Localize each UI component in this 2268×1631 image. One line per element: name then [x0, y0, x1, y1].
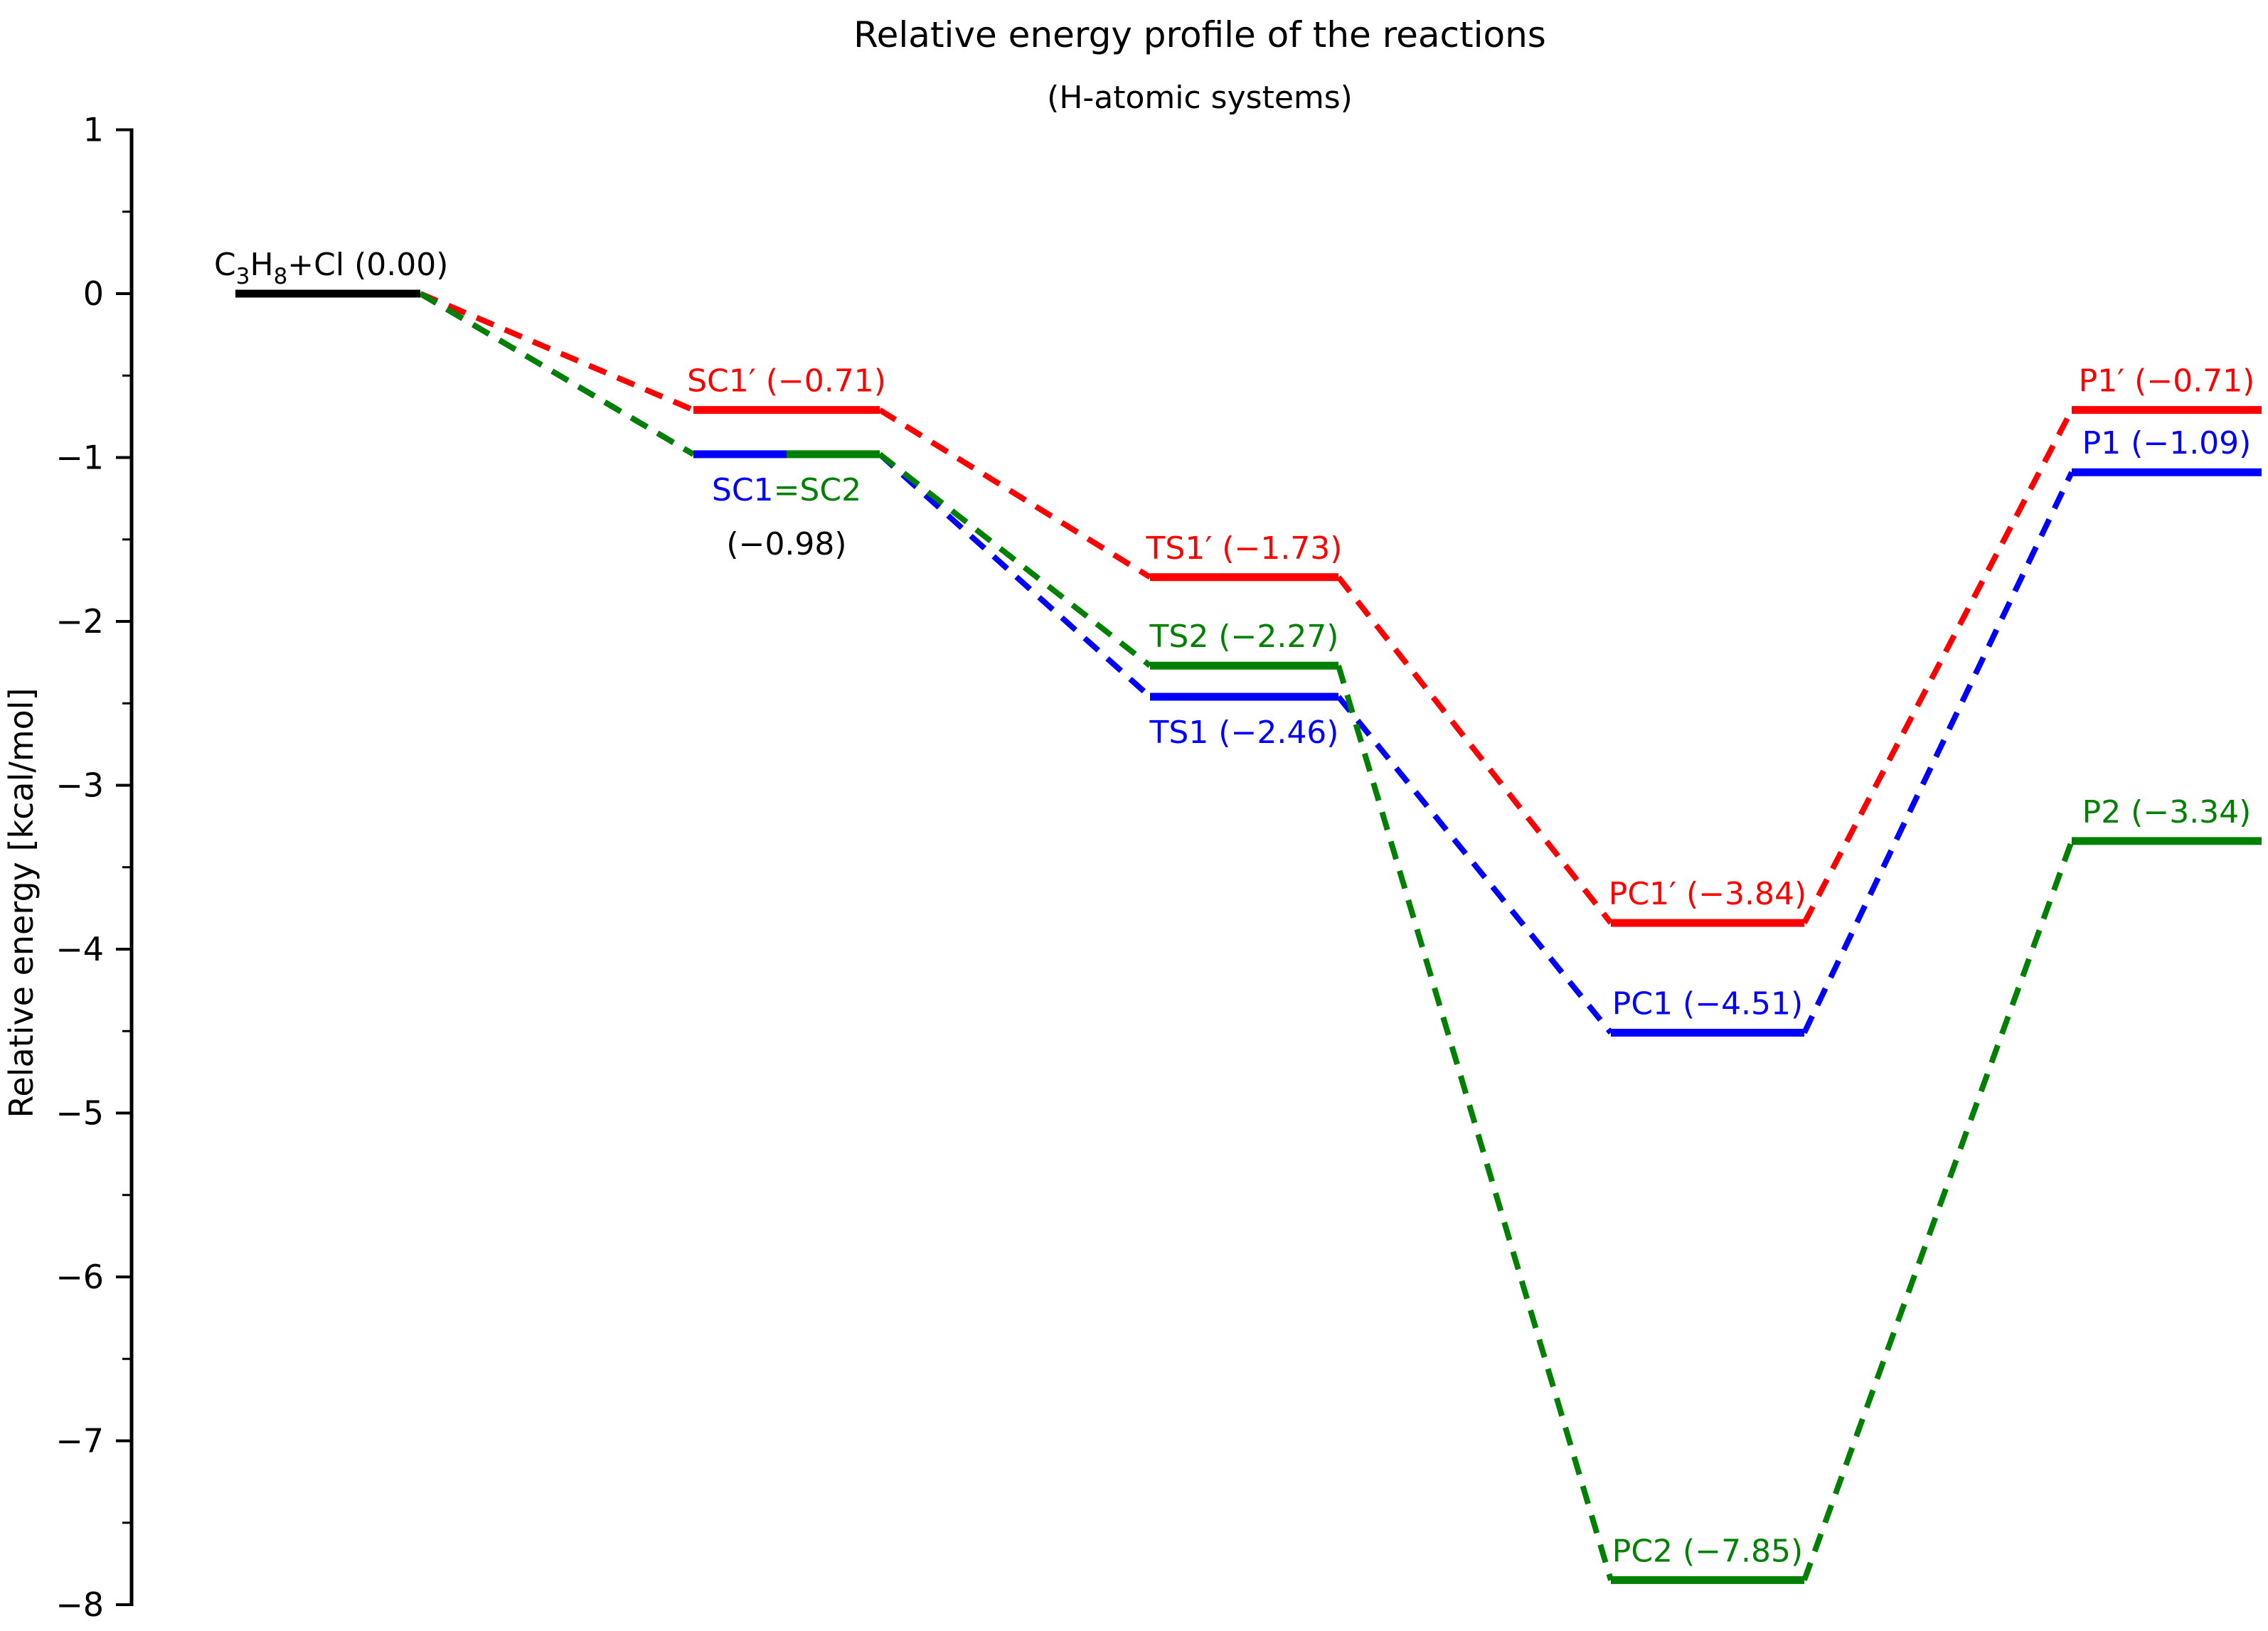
level-label-R: C3H8+Cl (0.00): [214, 247, 448, 289]
y-tick-label-1: 1: [83, 111, 104, 149]
level-label-TS2: TS2 (−2.27): [1149, 619, 1339, 655]
y-axis: 1 0 −1 −2 −3 −4 −5 −6 −7 −8: [55, 111, 134, 1624]
y-tick-label--8: −8: [55, 1585, 104, 1624]
chart-subtitle: (H-atomic systems): [1047, 80, 1353, 116]
level-label-PC2: PC2 (−7.85): [1612, 1533, 1803, 1569]
level-label-TS1: TS1 (−2.46): [1149, 715, 1339, 751]
level-label-SC12: SC1=SC2: [712, 472, 861, 508]
connector-pathway-1-3: [1801, 471, 2075, 1034]
level-label-PC1p: PC1′ (−3.84): [1609, 876, 1806, 912]
y-tick-label--7: −7: [55, 1422, 104, 1460]
connector-pathway-1-prime-2: [1336, 575, 1614, 925]
level-label-P1: P1 (−1.09): [2082, 425, 2252, 461]
level-label-PC1: PC1 (−4.51): [1612, 986, 1803, 1022]
connector-pathway-1-prime-1: [878, 407, 1152, 580]
level-sublabel-SC12: (−0.98): [726, 526, 846, 562]
y-tick-label--6: −6: [55, 1258, 104, 1296]
connector-pathway-2-2: [1336, 665, 1614, 1581]
connector-pathway-1-prime-3: [1801, 408, 2075, 924]
connector-pathway-2-1: [878, 451, 1152, 668]
energy-levels: [235, 289, 2262, 1584]
y-tick-label--3: −3: [55, 766, 104, 805]
chart-title: Relative energy profile of the reactions: [853, 14, 1546, 55]
connector-pathway-1-prime-0: [419, 291, 695, 413]
level-label-P1p: P1′ (−0.71): [2079, 363, 2255, 400]
level-label-TS1p: TS1′ (−1.73): [1146, 530, 1343, 567]
connector-pathway-2-0: [418, 291, 696, 457]
y-tick-label--2: −2: [55, 602, 104, 641]
y-tick-label--1: −1: [55, 439, 104, 477]
level-labels: C3H8+Cl (0.00) SC1′ (−0.71) SC1=SC2 (−0.98)…: [214, 247, 2254, 1569]
level-label-P2: P2 (−3.34): [2082, 794, 2252, 830]
y-tick-label-0: 0: [83, 274, 104, 313]
connector-pathway-2-3: [1801, 840, 2075, 1581]
connectors: [418, 291, 2075, 1581]
level-label-SC1p: SC1′ (−0.71): [687, 363, 886, 400]
y-axis-label: Relative energy [kcal/mol]: [2, 688, 41, 1118]
connector-pathway-1-2: [1336, 695, 1614, 1035]
y-tick-label--5: −5: [55, 1094, 104, 1133]
y-tick-label--4: −4: [55, 930, 104, 968]
